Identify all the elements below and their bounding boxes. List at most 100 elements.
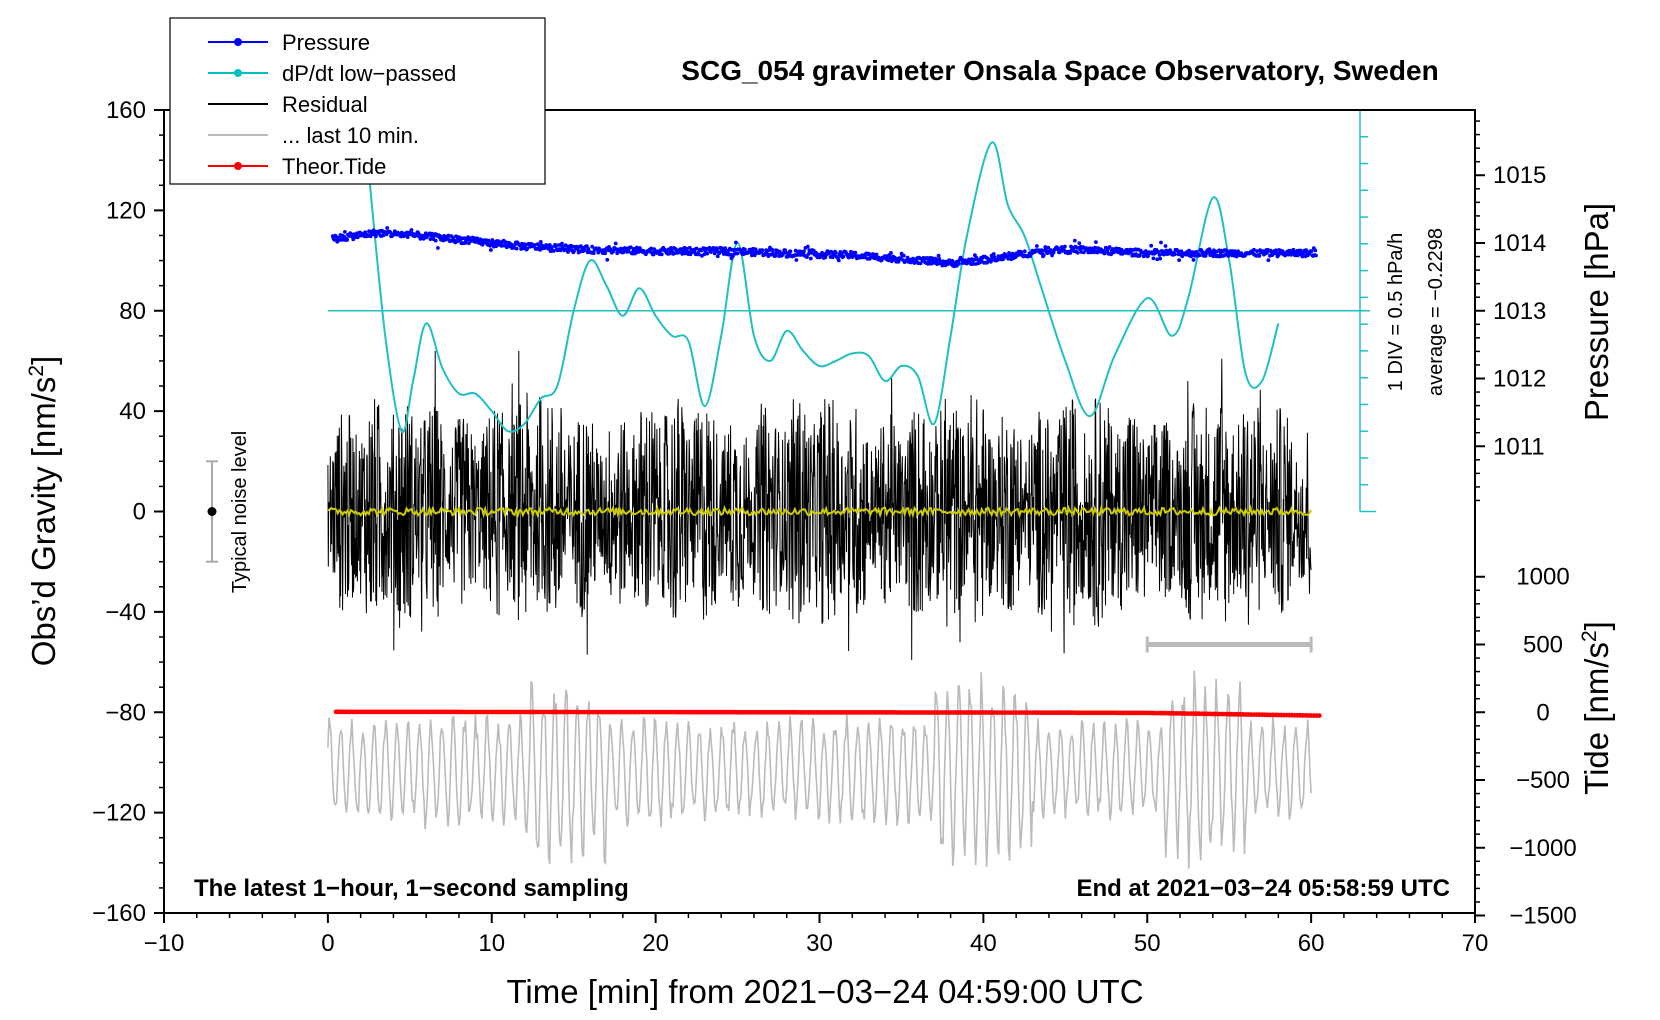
pressure-point — [582, 248, 587, 253]
pressure-point — [392, 229, 397, 234]
series-theor-tide — [333, 709, 1322, 718]
pressure-point — [991, 252, 996, 256]
pressure-point — [853, 250, 858, 255]
pressure-point — [937, 257, 942, 261]
tide-tick-label: −1500 — [1509, 903, 1576, 930]
pressure-point — [833, 250, 838, 255]
pressure-point — [1252, 247, 1256, 252]
pressure-point — [808, 256, 813, 261]
pressure-point — [611, 249, 616, 254]
tide-tick-label: −500 — [1516, 767, 1570, 794]
pressure-point — [1155, 257, 1160, 262]
pressure-point — [773, 254, 778, 258]
pressure-point — [841, 254, 846, 259]
pressure-point — [1048, 248, 1053, 252]
pressure-point — [628, 245, 633, 250]
pressure-point — [1274, 248, 1278, 253]
pressure-point — [1223, 253, 1228, 257]
pressure-point — [1309, 249, 1314, 254]
pressure-point — [1063, 244, 1067, 249]
pressure-point — [1187, 248, 1191, 253]
y-tick-label: 160 — [106, 97, 146, 124]
pressure-point — [549, 245, 554, 250]
pressure-point — [805, 255, 809, 259]
pressure-point — [605, 257, 610, 262]
pressure-point — [1149, 243, 1154, 248]
pressure-point — [1191, 258, 1196, 262]
y-axis-title-pressure: Pressure [hPa] — [1578, 203, 1615, 421]
pressure-point — [554, 244, 558, 249]
pressure-point — [1233, 249, 1237, 254]
pressure-point — [836, 258, 841, 263]
legend-box — [169, 17, 546, 185]
pressure-point — [626, 249, 631, 254]
pressure-point — [659, 252, 664, 257]
legend-label: Residual — [282, 92, 368, 117]
pressure-point — [1022, 249, 1027, 254]
pressure-point — [345, 238, 350, 242]
pressure-point — [684, 246, 689, 251]
pressure-point — [1094, 240, 1098, 245]
x-tick-label: 10 — [478, 930, 505, 957]
pressure-point — [970, 262, 975, 266]
pressure-point — [1006, 256, 1011, 261]
pressure-point — [546, 246, 551, 251]
pressure-point — [475, 236, 480, 241]
pressure-point — [566, 250, 570, 254]
pressure-point — [705, 251, 710, 256]
pressure-point — [438, 234, 443, 239]
pressure-point — [428, 237, 433, 242]
pressure-point — [446, 233, 451, 238]
pressure-point — [535, 242, 540, 247]
pressure-point — [1207, 247, 1212, 252]
legend-label: Theor.Tide — [282, 154, 386, 179]
pressure-point — [433, 238, 438, 243]
tide-point — [1316, 713, 1322, 718]
y-tick-label: −120 — [92, 800, 146, 827]
noise-bar-center — [207, 507, 217, 516]
pressure-point — [1255, 249, 1259, 254]
pressure-point — [1039, 248, 1044, 253]
series-residual-smoothed — [327, 504, 1312, 519]
pressure-point — [538, 240, 543, 244]
pressure-point — [586, 247, 591, 251]
series-dpdt — [367, 141, 1280, 434]
pressure-point — [371, 228, 376, 233]
pressure-point — [486, 238, 491, 243]
pressure-point — [1266, 258, 1271, 263]
pressure-point — [603, 251, 607, 256]
pressure-point — [823, 255, 828, 260]
x-tick-label: 0 — [321, 930, 334, 957]
pressure-point — [820, 250, 824, 255]
pressure-point — [749, 253, 754, 258]
pressure-point — [558, 248, 563, 253]
pressure-point — [770, 247, 775, 252]
series-residual — [327, 350, 1312, 661]
pressure-tick-label: 1014 — [1493, 230, 1546, 257]
series-last-10-min — [327, 670, 1312, 869]
x-tick-label: −10 — [144, 930, 185, 957]
axes-layer: −10 0 10 20 30 40 50 60 70 160 120 80 40 0 −40 −80 −120 −… — [92, 97, 1577, 957]
pressure-point — [805, 244, 810, 249]
pressure-point — [1093, 245, 1098, 250]
pressure-point — [1157, 253, 1162, 257]
pressure-point — [1300, 254, 1305, 259]
pressure-point — [649, 246, 654, 251]
x-tick-label: 20 — [642, 930, 669, 957]
pressure-point — [551, 249, 556, 253]
pressure-point — [504, 240, 508, 245]
pressure-point — [788, 249, 793, 254]
pressure-point — [1299, 248, 1303, 253]
legend-label: dP/dt low−passed — [282, 61, 456, 86]
pressure-point — [409, 228, 414, 232]
y-tick-label: 40 — [119, 398, 146, 425]
pressure-point — [489, 248, 493, 252]
pressure-point — [488, 243, 492, 248]
tide-tick-label: 1000 — [1516, 564, 1569, 591]
pressure-point — [1197, 253, 1202, 258]
pressure-point — [1314, 253, 1318, 258]
pressure-point — [957, 261, 961, 266]
pressure-point — [1107, 245, 1112, 249]
series-pressure — [330, 226, 1318, 269]
